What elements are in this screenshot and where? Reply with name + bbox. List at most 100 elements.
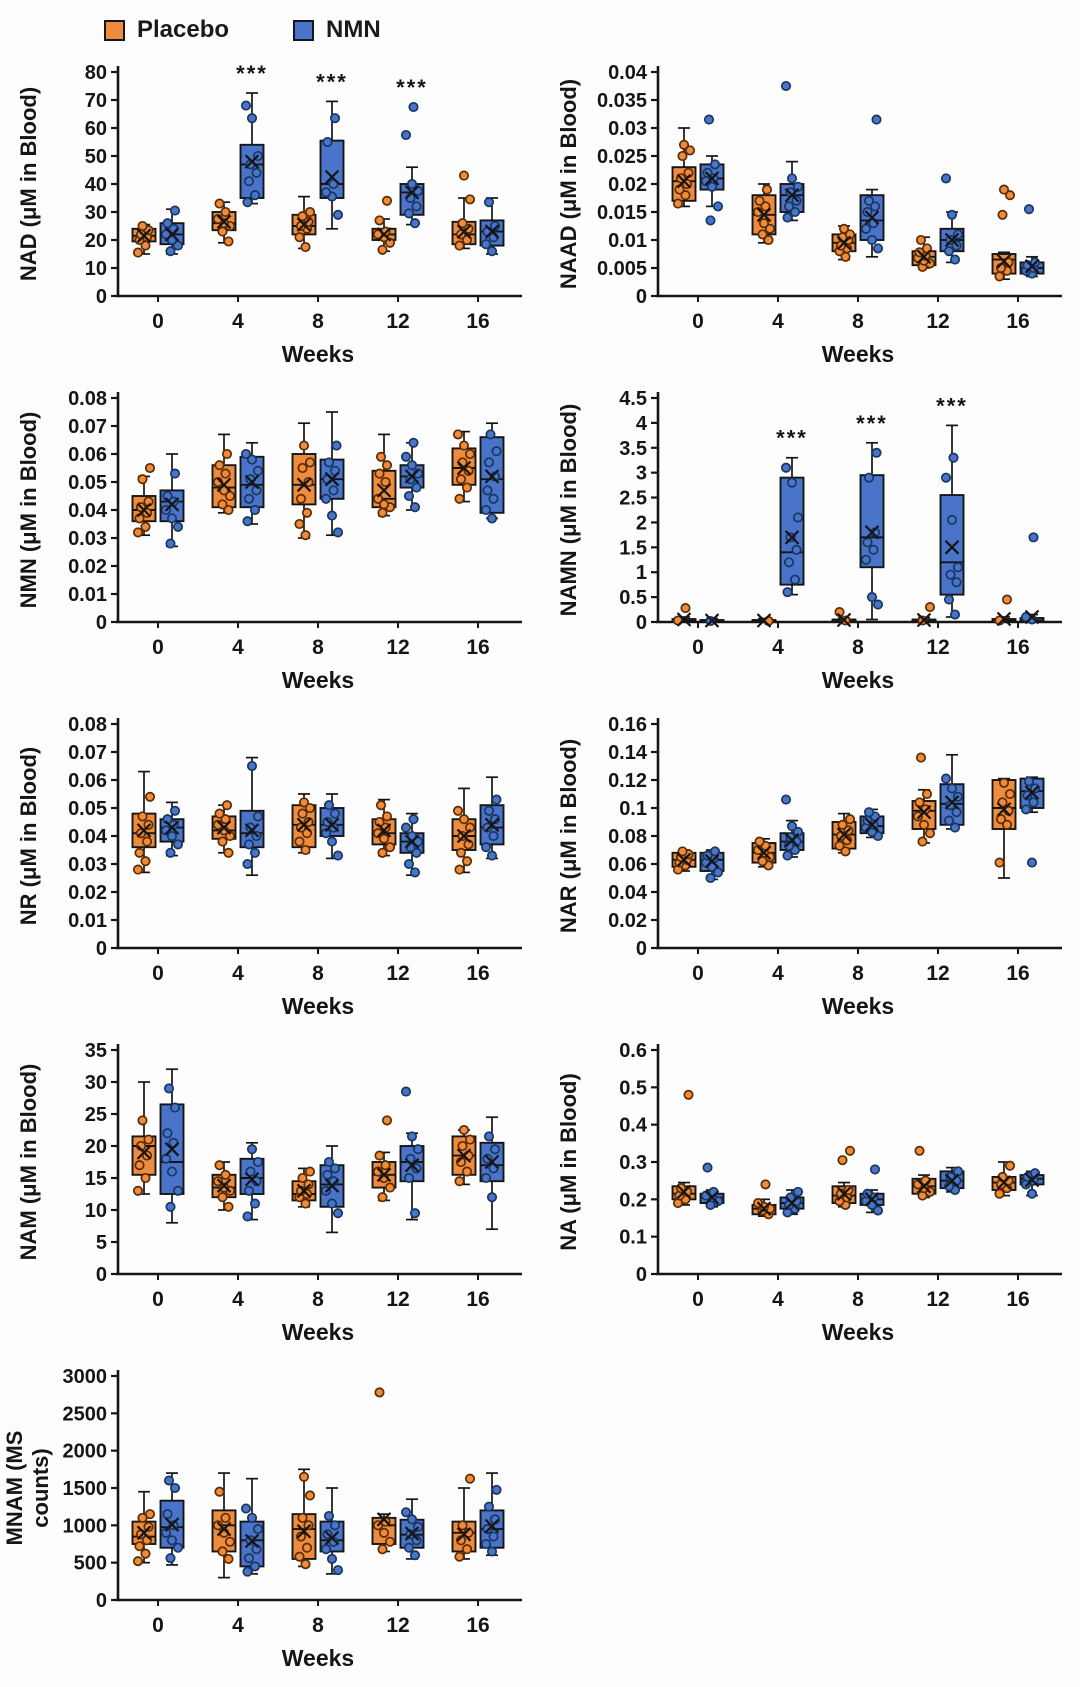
svg-text:0: 0 [692, 1288, 704, 1311]
box-chart-nam: 0 5 10 15 20 25 30 35 0 4 8 12 16 Weeks NAM (μM in Blo… [16, 1040, 522, 1345]
svg-text:2000: 2000 [63, 1441, 108, 1463]
svg-text:0.08: 0.08 [68, 388, 107, 410]
svg-text:0.07: 0.07 [68, 742, 107, 764]
svg-text:3: 3 [636, 463, 647, 485]
svg-text:0.6: 0.6 [619, 1040, 647, 1062]
svg-text:12: 12 [926, 310, 949, 333]
svg-text:0: 0 [152, 1288, 164, 1311]
svg-text:4: 4 [232, 1288, 244, 1311]
svg-text:0.1: 0.1 [619, 798, 647, 820]
svg-text:NA (μM in Blood): NA (μM in Blood) [556, 1073, 581, 1251]
svg-text:Weeks: Weeks [282, 993, 354, 1019]
box-chart-mnam: 0 500 1000 1500 2000 2500 3000 0 4 8 12 16 Weeks MNAM… [2, 1366, 522, 1671]
svg-text:0: 0 [636, 286, 647, 308]
svg-text:20: 20 [85, 1136, 107, 1158]
svg-text:0.08: 0.08 [608, 826, 647, 848]
chart-mnam: 0 500 1000 1500 2000 2500 3000 0 4 8 12 16 Weeks MNAM… [0, 1352, 540, 1678]
svg-text:0.06: 0.06 [68, 770, 107, 792]
nmn-swatch-icon [293, 19, 315, 41]
svg-text:60: 60 [85, 118, 107, 140]
svg-text:Weeks: Weeks [822, 1319, 894, 1345]
svg-text:***: *** [396, 75, 428, 100]
chart-nmn: 0 0.01 0.02 0.03 0.04 0.05 0.06 0.07 0.08 0 4 8 12 16… [0, 374, 540, 700]
box-chart-nr: 0 0.01 0.02 0.03 0.04 0.05 0.06 0.07 0.08 0 4 8 12 16… [16, 714, 522, 1019]
chart-na: 0 0.1 0.2 0.3 0.4 0.5 0.6 0 4 8 12 16 Weeks NA (μM in… [540, 1026, 1080, 1352]
svg-text:8: 8 [312, 962, 324, 985]
svg-text:0: 0 [96, 612, 107, 634]
svg-text:Weeks: Weeks [822, 341, 894, 367]
svg-text:0.01: 0.01 [68, 584, 107, 606]
svg-text:Weeks: Weeks [282, 1319, 354, 1345]
svg-text:20: 20 [85, 230, 107, 252]
svg-text:4: 4 [232, 962, 244, 985]
svg-text:16: 16 [466, 636, 489, 659]
svg-text:0.2: 0.2 [619, 1189, 647, 1211]
svg-text:NMN (μM in Blood): NMN (μM in Blood) [16, 412, 41, 609]
svg-text:16: 16 [466, 310, 489, 333]
svg-text:3.5: 3.5 [619, 438, 647, 460]
svg-text:8: 8 [312, 1614, 324, 1637]
legend-label-placebo: Placebo [137, 16, 230, 43]
svg-text:0.04: 0.04 [68, 826, 108, 848]
legend-item-nmn: NMN [293, 16, 381, 44]
svg-text:***: *** [236, 61, 268, 86]
svg-text:8: 8 [312, 636, 324, 659]
svg-text:***: *** [776, 426, 808, 451]
svg-text:0.06: 0.06 [608, 854, 647, 876]
svg-text:0.05: 0.05 [68, 472, 107, 494]
svg-text:0.04: 0.04 [68, 500, 108, 522]
svg-text:0: 0 [692, 962, 704, 985]
svg-text:NAAD (μM in Blood): NAAD (μM in Blood) [556, 79, 581, 289]
svg-text:70: 70 [85, 90, 107, 112]
svg-text:25: 25 [85, 1104, 107, 1126]
svg-text:0.03: 0.03 [608, 118, 647, 140]
box-chart-namn: 0 0.5 1 1.5 22.5 3 3.5 4 4.5 0 4 8 12 16 Weeks NAMN (μM… [556, 388, 1062, 693]
svg-text:MNAM (MS: MNAM (MS [2, 1431, 27, 1546]
svg-text:12: 12 [386, 636, 409, 659]
svg-text:4: 4 [772, 636, 784, 659]
svg-text:1.5: 1.5 [619, 537, 647, 559]
legend: Placebo NMN [0, 0, 1080, 48]
svg-text:0.01: 0.01 [68, 910, 107, 932]
svg-text:4: 4 [772, 962, 784, 985]
svg-text:NAR (μM in Blood): NAR (μM in Blood) [556, 739, 581, 933]
chart-nad: 0 10 20 30 40 50 60 70 80 0 4 8 12 16 Weeks NAD (μM in … [0, 48, 540, 374]
svg-text:80: 80 [85, 62, 107, 84]
svg-text:1: 1 [636, 562, 647, 584]
svg-text:0.07: 0.07 [68, 416, 107, 438]
svg-text:0.005: 0.005 [597, 258, 647, 280]
svg-text:4: 4 [232, 310, 244, 333]
svg-text:0: 0 [636, 938, 647, 960]
empty-cell [540, 1352, 1080, 1678]
chart-nar: 0 0.02 0.04 0.06 0.08 0.1 0.12 0.14 0.16 0 4 8 12 16 W… [540, 700, 1080, 1026]
svg-text:8: 8 [312, 1288, 324, 1311]
placebo-swatch-icon [104, 19, 125, 41]
svg-text:12: 12 [386, 310, 409, 333]
svg-text:0.16: 0.16 [608, 714, 647, 736]
svg-text:16: 16 [466, 962, 489, 985]
box-chart-na: 0 0.1 0.2 0.3 0.4 0.5 0.6 0 4 8 12 16 Weeks NA (μM in… [556, 1040, 1062, 1345]
svg-text:counts): counts) [28, 1448, 53, 1527]
svg-text:0: 0 [96, 286, 107, 308]
svg-text:***: *** [936, 393, 968, 418]
svg-text:0.3: 0.3 [619, 1152, 647, 1174]
svg-text:0: 0 [692, 310, 704, 333]
svg-text:16: 16 [466, 1288, 489, 1311]
svg-text:12: 12 [926, 636, 949, 659]
svg-text:0.5: 0.5 [619, 587, 647, 609]
svg-text:0.03: 0.03 [68, 854, 107, 876]
svg-text:5: 5 [96, 1232, 107, 1254]
svg-text:12: 12 [386, 1288, 409, 1311]
svg-text:0.5: 0.5 [619, 1077, 647, 1099]
svg-text:0: 0 [692, 636, 704, 659]
svg-text:NAMN (μM in Blood): NAMN (μM in Blood) [556, 404, 581, 617]
svg-text:4: 4 [232, 636, 244, 659]
svg-text:1000: 1000 [63, 1515, 108, 1537]
chart-naad: 0 0.005 0.01 0.015 0.02 0.025 0.03 0.035 0.04 0 4 8… [540, 48, 1080, 374]
svg-text:0: 0 [152, 962, 164, 985]
svg-text:***: *** [856, 411, 888, 436]
svg-text:4: 4 [232, 1614, 244, 1637]
svg-text:15: 15 [85, 1168, 107, 1190]
svg-text:0.02: 0.02 [608, 174, 647, 196]
